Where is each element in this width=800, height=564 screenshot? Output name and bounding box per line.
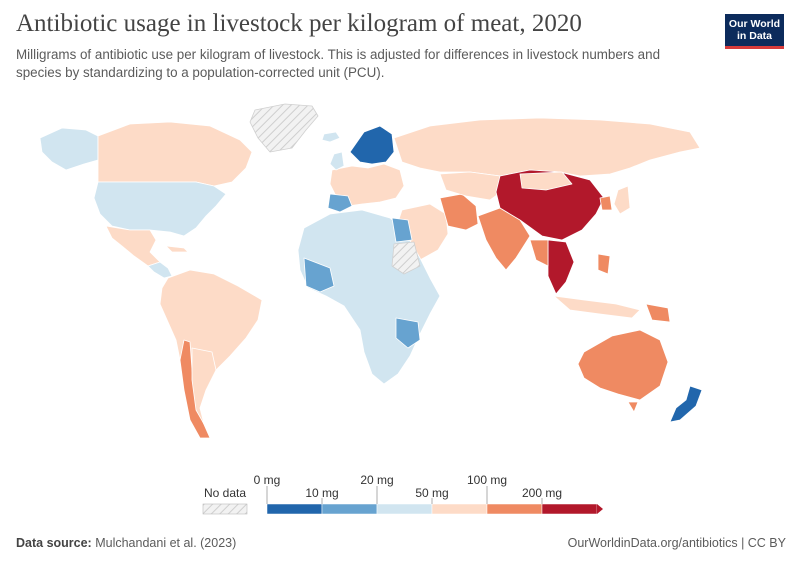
region-mongolia[interactable] — [519, 171, 573, 191]
region-iceland[interactable] — [321, 131, 341, 143]
region-philippines[interactable] — [597, 253, 611, 275]
region-korea[interactable] — [599, 195, 613, 211]
logo-line1: Our World — [728, 18, 781, 30]
legend-no-data-label: No data — [204, 486, 246, 500]
region-alaska[interactable] — [39, 127, 99, 171]
legend-tick-label-1: 10 mg — [305, 486, 338, 500]
region-scandinavia[interactable] — [349, 125, 395, 165]
legend-tick-label-0: 0 mg — [254, 473, 281, 487]
region-south-america[interactable] — [159, 269, 263, 421]
legend-bin-0[interactable] — [266, 503, 323, 515]
region-papua[interactable] — [645, 303, 671, 323]
region-mexico[interactable] — [105, 225, 161, 267]
region-caribbean[interactable] — [165, 245, 189, 253]
region-russia[interactable] — [393, 117, 701, 177]
chart-subtitle: Milligrams of antibiotic use per kilogra… — [16, 47, 661, 80]
legend-ticks: 0 mg 10 mg 20 mg 50 mg 100 mg 200 mg — [254, 473, 562, 504]
owid-logo[interactable]: Our World in Data — [725, 14, 784, 49]
region-new-zealand[interactable] — [669, 385, 703, 423]
logo-line2: in Data — [736, 30, 772, 42]
region-indochina[interactable] — [529, 239, 549, 267]
region-central-america[interactable] — [147, 261, 173, 279]
color-legend: No data 0 mg 10 mg 20 mg 50 mg 100 mg 200 mg — [202, 473, 603, 515]
region-canada[interactable] — [97, 121, 253, 187]
legend-bin-4[interactable] — [486, 503, 543, 515]
legend-tick-label-5: 200 mg — [522, 486, 562, 500]
source-text[interactable]: Mulchandani et al. (2023) — [95, 536, 237, 550]
region-uk[interactable] — [329, 151, 345, 171]
world-map — [39, 103, 703, 439]
region-greenland[interactable] — [249, 103, 319, 153]
legend-bin-2[interactable] — [376, 503, 433, 515]
region-chile[interactable] — [179, 339, 211, 439]
legend-bin-5[interactable] — [541, 503, 598, 515]
legend-bin-1[interactable] — [321, 503, 378, 515]
chart-title: Antibiotic usage in livestock per kilogr… — [16, 10, 582, 37]
legend-bins — [266, 503, 598, 515]
legend-tick-label-2: 20 mg — [360, 473, 393, 487]
source-label: Data source: — [16, 536, 92, 550]
legend-no-data-swatch — [202, 503, 248, 515]
legend-arrow — [597, 504, 603, 514]
url-license[interactable]: OurWorldinData.org/antibiotics | CC BY — [567, 536, 786, 550]
legend-tick-label-4: 100 mg — [467, 473, 507, 487]
region-australia[interactable] — [577, 329, 669, 401]
footer: Data source: Mulchandani et al. (2023) O… — [16, 536, 786, 550]
region-east-africa[interactable] — [395, 317, 421, 349]
region-tasmania[interactable] — [627, 401, 639, 413]
legend-bin-3[interactable] — [431, 503, 488, 515]
region-indonesia[interactable] — [553, 295, 641, 319]
legend-tick-label-3: 50 mg — [415, 486, 448, 500]
region-usa[interactable] — [93, 181, 227, 237]
region-argentina[interactable] — [191, 347, 217, 425]
region-se-asia[interactable] — [547, 239, 575, 295]
region-sudan[interactable] — [391, 241, 421, 275]
region-japan[interactable] — [613, 185, 631, 215]
region-iberia[interactable] — [327, 193, 353, 213]
region-west-africa[interactable] — [303, 257, 335, 293]
region-egypt[interactable] — [391, 217, 413, 243]
region-central-asia[interactable] — [439, 171, 505, 201]
